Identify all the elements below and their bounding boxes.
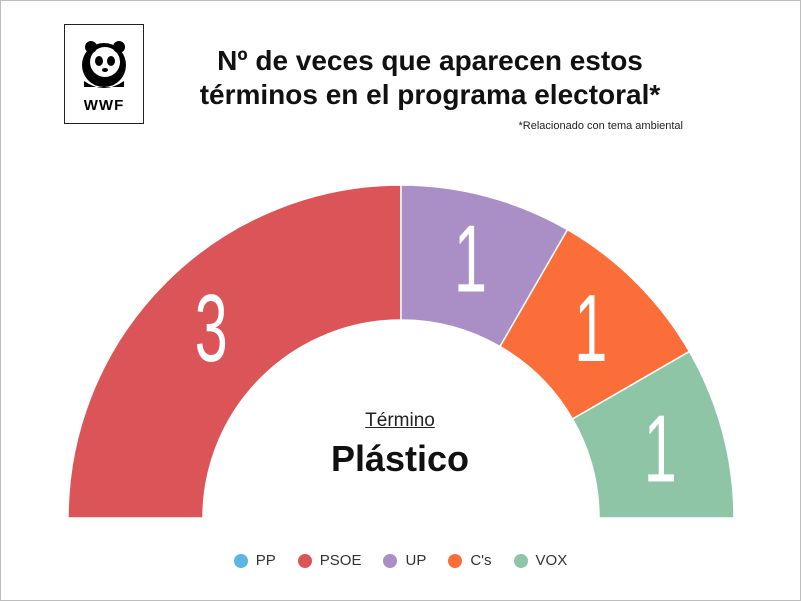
data-label-psoe: 3 <box>195 275 228 382</box>
legend-label: C's <box>470 552 492 569</box>
legend-item-cs: C's <box>448 552 492 569</box>
data-label-cs: 1 <box>574 275 607 382</box>
legend-label: VOX <box>535 552 568 569</box>
legend-item-psoe: PSOE <box>297 552 362 569</box>
legend-dot <box>448 553 463 568</box>
title-line-2: términos en el programa electoral* <box>199 79 661 110</box>
wwf-logo: WWF <box>64 24 144 124</box>
center-label: Término <box>365 410 435 431</box>
data-label-up: 1 <box>454 205 487 312</box>
legend-item-vox: VOX <box>513 552 568 569</box>
legend-item-up: UP <box>383 552 426 569</box>
title-line-1: Nº de veces que aparecen estos <box>217 45 643 76</box>
slice-vox <box>571 350 735 519</box>
legend-label: UP <box>405 552 427 569</box>
legend-label: PP <box>255 552 276 569</box>
legend-item-pp: PP <box>233 552 276 569</box>
chart-subtitle: *Relacionado con tema ambiental <box>518 120 684 132</box>
slice-psoe <box>67 184 402 519</box>
chart-title: Nº de veces que aparecen estos términos … <box>170 44 690 112</box>
legend: PP PSOE UP C's VOX <box>0 552 801 569</box>
legend-dot <box>233 553 248 568</box>
logo-text: WWF <box>83 97 125 114</box>
legend-dot <box>297 553 312 568</box>
legend-label: PSOE <box>319 552 362 569</box>
center-value: Plástico <box>330 438 470 479</box>
data-label-vox: 1 <box>644 395 677 502</box>
panda-icon <box>82 41 126 88</box>
legend-dot <box>383 553 398 568</box>
legend-dot <box>513 553 528 568</box>
